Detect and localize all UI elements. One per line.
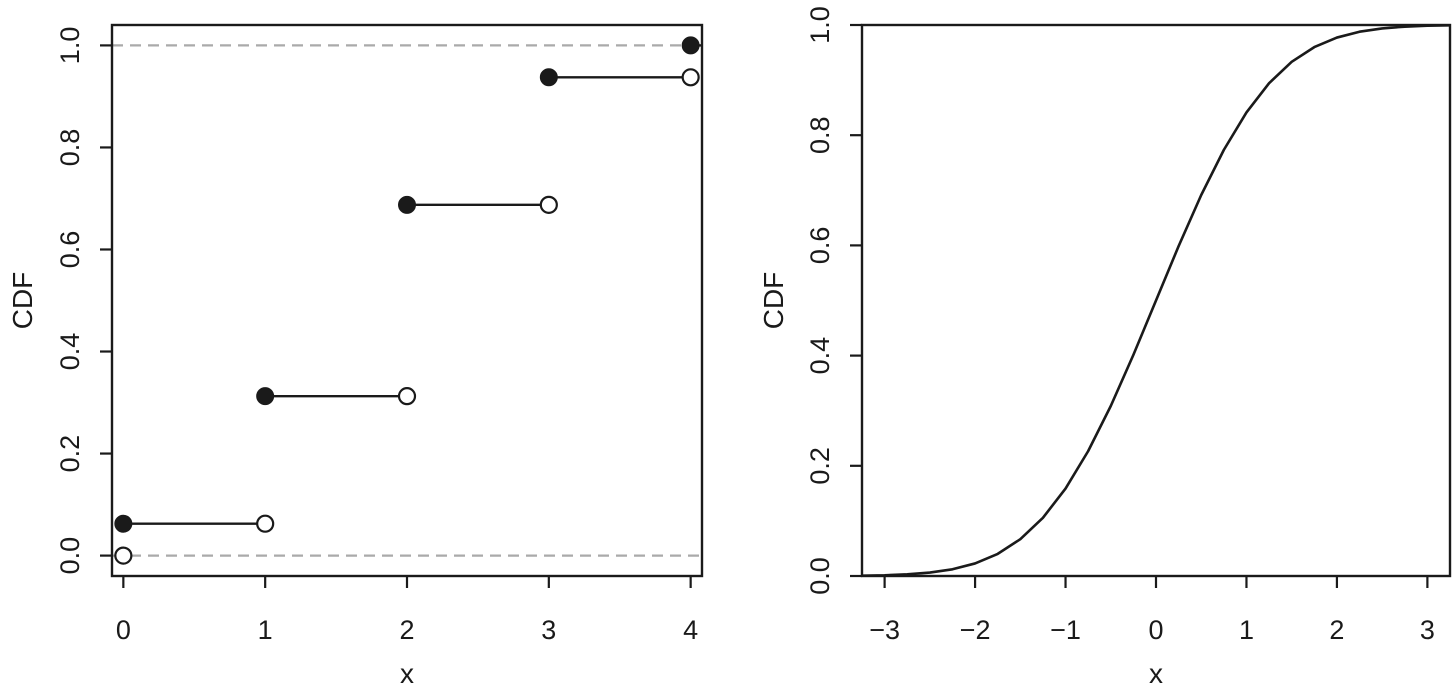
y-tick-label-1: 0.2 [55, 435, 85, 473]
right-panel-continuous-cdf: −3 −2 −1 0 1 2 3 0.0 0.2 0.4 0.6 0.8 1.0 x CDF [758, 6, 1452, 688]
x-tick-label-1: −2 [960, 615, 991, 645]
y-axis-title: CDF [7, 272, 38, 330]
filled-point-0 [114, 514, 133, 533]
x-tick-label-5: 2 [1329, 615, 1344, 645]
y-tick-label-0: 0.0 [55, 537, 85, 575]
x-tick-label-6: 3 [1420, 615, 1435, 645]
open-point-4 [681, 68, 700, 87]
open-point-0 [114, 546, 133, 565]
cdf-curve-line [861, 24, 1451, 577]
x-tick-label-0: 0 [116, 615, 131, 645]
y-tick-label-0: 0.0 [805, 557, 835, 595]
filled-point-1 [256, 387, 275, 406]
x-tick-label-2: 2 [399, 615, 414, 645]
filled-point-2 [398, 195, 416, 214]
y-tick-label-3: 0.6 [55, 231, 85, 269]
x-tick-label-1: 1 [258, 615, 273, 645]
y-tick-label-2: 0.4 [805, 337, 835, 375]
x-tick-label-4: 1 [1239, 615, 1254, 645]
x-axis-title: x [400, 658, 414, 688]
x-tick-label-4: 4 [683, 615, 698, 645]
filled-point-3 [539, 68, 558, 87]
y-tick-label-4: 0.8 [55, 129, 85, 167]
x-tick-label-0: −3 [869, 615, 900, 645]
y-tick-label-5: 1.0 [805, 6, 835, 44]
y-tick-label-2: 0.4 [55, 333, 85, 371]
left-panel-step-cdf: 0 1 2 3 4 0.0 0.2 0.4 0.6 0.8 1.0 x CDF [7, 23, 704, 688]
y-axis-title: CDF [758, 272, 789, 330]
y-tick-label-3: 0.6 [805, 227, 835, 265]
y-tick-label-1: 0.2 [805, 447, 835, 485]
y-tick-label-4: 0.8 [805, 116, 835, 154]
x-axis-title: x [1149, 658, 1163, 688]
y-tick-label-5: 1.0 [55, 27, 85, 65]
x-tick-label-2: −1 [1050, 615, 1081, 645]
open-point-2 [397, 387, 417, 406]
x-tick-label-3: 0 [1148, 615, 1163, 645]
plot-frame [110, 23, 704, 578]
open-point-3 [539, 195, 558, 214]
x-tick-label-3: 3 [541, 615, 556, 645]
filled-point-4 [681, 36, 700, 55]
open-point-1 [256, 514, 275, 533]
